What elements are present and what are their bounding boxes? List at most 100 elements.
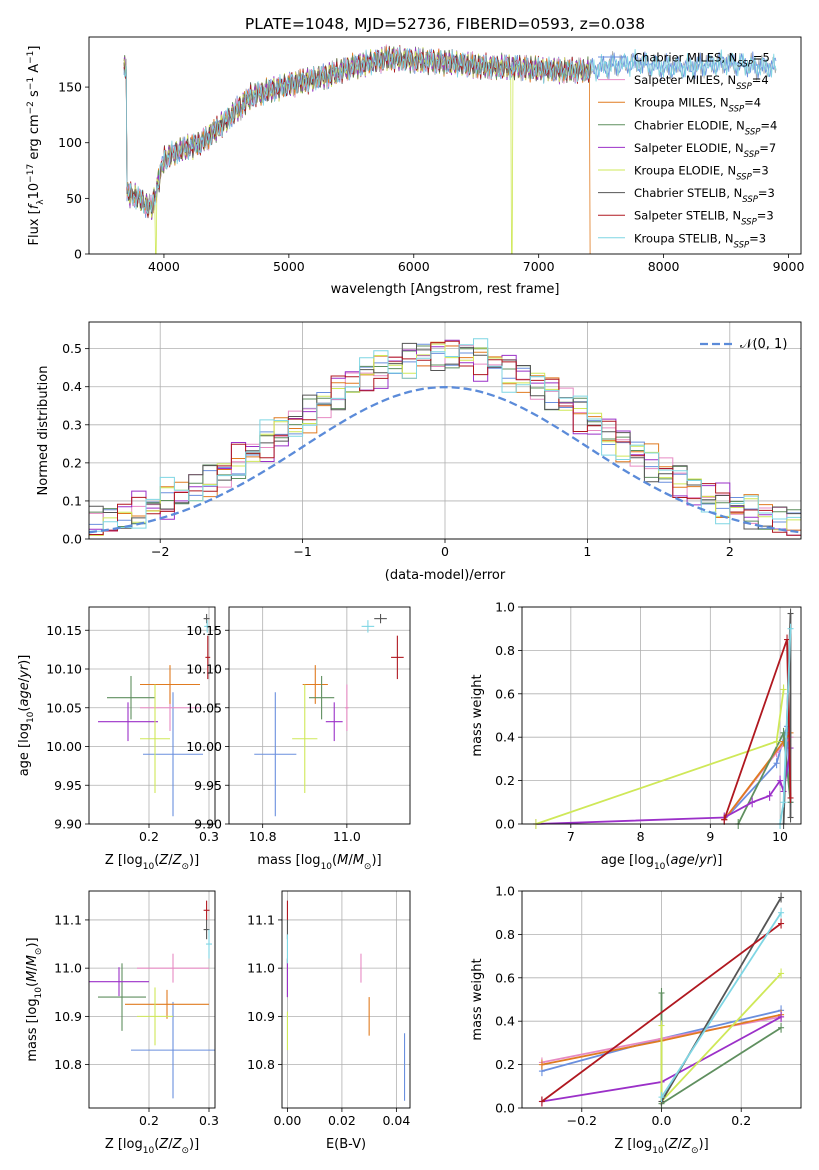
y-tick-label: 0.2 [495, 773, 515, 788]
axis-label: age [log10(age/yr)] [601, 853, 723, 872]
axis-label-part: M [337, 853, 348, 868]
legend-label: Kroupa ELODIE, NSSP=3 [634, 164, 769, 183]
y-tick-label: 10.9 [247, 1009, 275, 1024]
axes-frame [88, 321, 802, 540]
y-tick-label: 11.1 [247, 912, 275, 927]
legend-label: Kroupa MILES, NSSP=4 [634, 96, 761, 115]
axes-frame [88, 36, 802, 255]
axis-label-part: )] [699, 1137, 709, 1152]
axes-frame [521, 890, 802, 1109]
legend-label-value: =7 [759, 141, 776, 155]
axis-label-part: M [25, 971, 40, 982]
axes-frame [88, 890, 216, 1109]
x-tick-label: 1 [583, 544, 591, 559]
axis-label-part: yr [698, 853, 714, 868]
y-tick-label: 11.0 [247, 961, 275, 976]
x-tick-label: 0.3 [199, 1113, 219, 1128]
legend-label: Chabrier MILES, NSSP=5 [634, 51, 770, 70]
axis-label: Z [log10(Z/Z⊙)] [105, 853, 199, 872]
weight-lines [532, 608, 794, 829]
legend-label-text: Chabrier STELIB, N [634, 186, 742, 200]
weight-line [660, 993, 782, 1106]
legend-label-sub: SSP [737, 60, 753, 70]
y-axis-label: mass weight [470, 674, 485, 756]
axis-label-part: ⊙ [34, 948, 44, 956]
axis-label-part: mass [log [25, 998, 40, 1061]
x-tick-label: 0.2 [139, 1113, 159, 1128]
x-tick-label: 9000 [773, 259, 805, 274]
x-tick-label: 7000 [523, 259, 555, 274]
axis-label-part: / [17, 677, 32, 682]
axis-label-part: ] [27, 46, 42, 51]
y-tick-label: 10.15 [46, 623, 82, 638]
axis-label-part: 10 [34, 987, 44, 999]
residual-histogram [89, 338, 801, 532]
y-tick-label: 0.8 [495, 927, 515, 942]
x-tick-label: 6000 [398, 259, 430, 274]
axis-label-part: ⊙ [181, 1146, 189, 1156]
panel-ebv-mass: 0.00 0.02 0.04 10.8 10.9 11.0 11.1 E(B-V) [247, 890, 411, 1152]
legend-label: Chabrier ELODIE, NSSP=4 [634, 118, 777, 137]
y-tick-label: 0.4 [495, 730, 515, 745]
axis-label-part: M [25, 955, 40, 966]
axis-label-part: 10 [27, 183, 42, 200]
error-bars [254, 613, 404, 817]
axis-label-part: 10 [26, 711, 36, 723]
y-tick-label: 10.15 [186, 623, 222, 638]
y-tick-label: 1.0 [495, 884, 515, 899]
legend-label-value: =4 [752, 73, 769, 87]
axis-label-part: / [348, 853, 353, 868]
axis-label-part: Z [681, 1137, 692, 1152]
axes-frame [228, 606, 411, 825]
axis-label: Z [log10(Z/Z⊙)] [105, 1137, 199, 1156]
y-tick-label: 10.10 [186, 662, 222, 677]
figure-title: PLATE=1048, MJD=52736, FIBERID=0593, z=0… [245, 15, 645, 33]
axis-label-part: ( [154, 1137, 159, 1152]
axis-label-part: age [17, 682, 32, 706]
x-tick-label: −1 [293, 544, 311, 559]
y-tick-label: 10.8 [247, 1057, 275, 1072]
weight-line [541, 922, 782, 1103]
y-tick-label: 10.00 [46, 739, 82, 754]
y-tick-label: 11.0 [54, 961, 82, 976]
x-tick-label: 4000 [148, 259, 180, 274]
x-tick-label: 0.2 [139, 829, 159, 844]
x-tick-label: 0 [441, 544, 449, 559]
weight-lines [538, 892, 785, 1109]
axis-label-part: Flux [ [27, 209, 42, 245]
axis-label-part: f [27, 202, 42, 209]
y-axis-label: Normed distribution [36, 366, 51, 496]
y-tick-label: 10.05 [186, 700, 222, 715]
x-tick-label: 10.8 [249, 829, 277, 844]
axis-label-part: 10 [652, 1146, 664, 1156]
legend-label: 𝒩(0, 1) [740, 337, 787, 352]
y-tick-label: 0.6 [495, 686, 515, 701]
axis-label-part: / [695, 853, 700, 868]
axis-label-part: age [log [601, 853, 654, 868]
legend-label: Salpeter MILES, NSSP=4 [634, 73, 769, 92]
axis-label-part: mass [log [257, 853, 320, 868]
y-tick-label: 11.1 [54, 912, 82, 927]
legend-label-text: Chabrier MILES, N [634, 51, 737, 65]
legend-label-value: =4 [760, 118, 777, 132]
y-tick-label: 9.90 [54, 817, 82, 832]
y-tick-label: 9.95 [54, 778, 82, 793]
x-tick-label: 9 [706, 829, 714, 844]
axis-label-part: Z [log [105, 1137, 143, 1152]
axis-label-part: −1 [26, 51, 36, 64]
axis-label-part: ⊙ [181, 862, 189, 872]
axis-label-part: / [678, 1137, 683, 1152]
axis-label-part: Z [log [614, 1137, 652, 1152]
axis-label-part: erg cm [27, 114, 42, 163]
axis-label-part: ( [664, 1137, 669, 1152]
axis-label-part: age [log [17, 723, 32, 776]
x-tick-label: 8000 [648, 259, 680, 274]
legend-label-value: =3 [758, 186, 775, 200]
axis-label-part: 10 [143, 862, 155, 872]
y-tick-label: 10.8 [54, 1057, 82, 1072]
x-tick-label: 11.0 [333, 829, 361, 844]
y-tick-label: 1.0 [495, 600, 515, 615]
